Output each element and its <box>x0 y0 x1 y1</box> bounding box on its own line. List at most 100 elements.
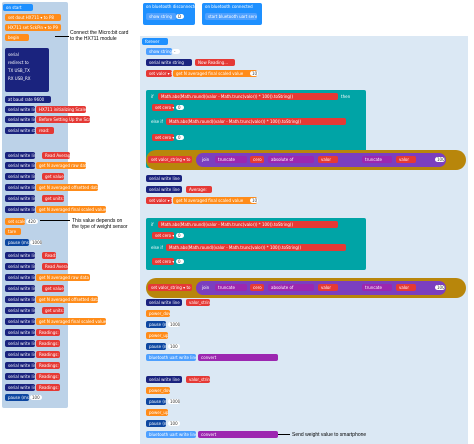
pause-fv-1[interactable]: pause (ms) <box>146 321 166 328</box>
serial-write-line-12[interactable]: serial write line <box>5 285 35 292</box>
set-cero-4[interactable]: set cero ▾ to <box>152 258 174 265</box>
pause-value-2[interactable]: 100 <box>30 395 42 400</box>
truncate-1[interactable]: truncate <box>215 156 247 163</box>
serial-write-line-4[interactable]: serial write line <box>5 162 35 169</box>
serial-write-line-fv-4[interactable]: serial write line <box>146 376 182 383</box>
set-scale-block[interactable]: set scale <box>5 218 25 225</box>
serial-write-line-fv-2[interactable]: serial write line <box>146 186 182 193</box>
baud-rate-block[interactable]: at baud rate 9600 <box>5 96 51 103</box>
show-string-dash[interactable]: show string <box>146 48 172 55</box>
cero-val-3[interactable]: 0 <box>176 233 184 238</box>
offsetted-data-block-2[interactable]: get N averaged offsetted data 5 <box>36 296 98 303</box>
forever-block[interactable]: forever <box>142 38 168 45</box>
serial-write-line-1[interactable]: serial write line <box>5 106 35 113</box>
scale-value-input[interactable]: 420 <box>26 219 38 224</box>
serial-write-line-20[interactable]: serial write line <box>5 373 35 380</box>
serial-write-line-11[interactable]: serial write line <box>5 274 35 281</box>
string-readings-5[interactable]: Readings: <box>36 373 60 380</box>
serial-write-line-fv-1[interactable]: serial write line <box>146 175 182 182</box>
cero-val-4[interactable]: 0 <box>176 259 184 264</box>
show-string-d[interactable]: show string <box>146 13 176 20</box>
avg-final-2-n[interactable]: 10 <box>250 198 258 203</box>
set-valor-string-1[interactable]: set valor_string ▾ to <box>148 156 192 163</box>
raw-data-block[interactable]: get N averaged raw data 20 <box>36 162 86 169</box>
convert-to-text-1[interactable]: convert <box>198 354 278 361</box>
on-start-block[interactable]: on start <box>3 4 33 11</box>
begin-block[interactable]: begin <box>5 34 29 41</box>
show-string-d-value[interactable]: D <box>176 14 184 19</box>
valor-var-1b[interactable]: valor <box>396 156 416 163</box>
offsetted-data-block[interactable]: get N averaged offsetted data 5 <box>36 184 98 191</box>
absolute-of-2[interactable]: absolute of <box>268 284 314 291</box>
serial-write-string-fv[interactable]: serial write string <box>146 59 192 66</box>
string-read-average-2[interactable]: Read Average: <box>42 263 68 270</box>
pause-fv-1-val[interactable]: 1000 <box>168 322 180 327</box>
power-down-2[interactable]: power_down <box>146 387 170 394</box>
set-valor-2[interactable]: set valor ▾ to <box>146 197 172 204</box>
power-down-1[interactable]: power_down <box>146 310 170 317</box>
final-scaled-block-2[interactable]: get N averaged final scaled value 5 <box>36 318 106 325</box>
serial-write-line-7[interactable]: serial write line <box>5 195 35 202</box>
pause-fv-3[interactable]: pause (ms) <box>146 398 166 405</box>
set-sck-block[interactable]: HX711 set SckPin ▾ to P9 <box>5 24 61 31</box>
string-read-2[interactable]: Read: <box>42 252 56 259</box>
serial-write-string[interactable]: serial write string <box>5 127 35 134</box>
valor-var-2b[interactable]: valor <box>396 284 416 291</box>
set-cero-2[interactable]: set cero ▾ to <box>152 134 174 141</box>
string-now-reading[interactable]: Now Reading... <box>195 59 235 66</box>
string-get-value-2[interactable]: get value: <box>42 285 64 292</box>
serial-write-line-10[interactable]: serial write line <box>5 263 35 270</box>
raw-data-block-2[interactable]: get N averaged raw data 20 <box>36 274 90 281</box>
bt-uart-write-1[interactable]: bluetooth uart write line <box>146 354 196 361</box>
serial-write-line-fv-3[interactable]: serial write line <box>146 299 182 306</box>
serial-write-line-5[interactable]: serial write line <box>5 173 35 180</box>
bt-uart-write-2[interactable]: bluetooth uart write line <box>146 431 196 438</box>
power-up-1[interactable]: power_up <box>146 332 168 339</box>
tare-block[interactable]: tare <box>5 228 21 235</box>
length-of-2[interactable]: Math.abs(Math.round((valor - Math.trunc(… <box>166 118 346 125</box>
pause-fv-4[interactable]: pause (ms) <box>146 420 166 427</box>
serial-write-line-2[interactable]: serial write line <box>5 116 35 123</box>
pause-block-1[interactable]: pause (ms) <box>5 239 29 246</box>
pause-fv-3-val[interactable]: 1000 <box>168 399 180 404</box>
pause-fv-2-val[interactable]: 100 <box>168 344 180 349</box>
string-average[interactable]: Average: <box>186 186 212 193</box>
truncate-2b[interactable]: truncate <box>362 284 392 291</box>
serial-redirect-block[interactable] <box>5 48 49 92</box>
serial-write-line-6[interactable]: serial write line <box>5 184 35 191</box>
serial-write-line-3[interactable]: serial write line <box>5 152 35 159</box>
convert-to-text-2[interactable]: convert <box>198 431 278 438</box>
avg-final-2[interactable]: get N averaged final scaled value <box>173 197 257 204</box>
serial-write-line-14[interactable]: serial write line <box>5 307 35 314</box>
serial-write-line-13[interactable]: serial write line <box>5 296 35 303</box>
length-of-1[interactable]: Math.abs(Math.round((valor - Math.trunc(… <box>158 93 338 100</box>
string-readings-4[interactable]: Readings: <box>36 362 60 369</box>
set-cero-1[interactable]: set cero ▾ to <box>152 104 174 111</box>
string-read[interactable]: read: <box>36 127 54 134</box>
serial-write-line-18[interactable]: serial write line <box>5 351 35 358</box>
start-uart-service[interactable]: start bluetooth uart service <box>205 13 257 20</box>
cero-var-1[interactable]: cero <box>250 156 264 163</box>
serial-write-line-8[interactable]: serial write line <box>5 206 35 213</box>
valor-var-2[interactable]: valor <box>318 284 338 291</box>
truncate-1b[interactable]: truncate <box>362 156 392 163</box>
string-get-value[interactable]: get value: <box>42 173 64 180</box>
set-dout-block[interactable]: set dout HX711 ▾ to P8 <box>5 14 61 21</box>
serial-write-line-21[interactable]: serial write line <box>5 384 35 391</box>
pause-value-1[interactable]: 1000 <box>30 240 42 245</box>
serial-write-line-19[interactable]: serial write line <box>5 362 35 369</box>
valor-var-1[interactable]: valor <box>318 156 338 163</box>
string-readings-2[interactable]: Readings: <box>36 340 60 347</box>
final-scaled-block[interactable]: get N averaged final scaled value 5 <box>36 206 106 213</box>
hundred-2[interactable]: 100 <box>435 285 445 290</box>
pause-fv-2[interactable]: pause (ms) <box>146 343 166 350</box>
cero-val-2[interactable]: 0 <box>176 135 184 140</box>
power-up-2[interactable]: power_up <box>146 409 168 416</box>
absolute-of-1[interactable]: absolute of <box>268 156 314 163</box>
set-valor-string-2[interactable]: set valor_string ▾ to <box>148 284 192 291</box>
string-readings-6[interactable]: Readings: <box>36 384 60 391</box>
avg-final-1-n[interactable]: 10 <box>250 71 258 76</box>
valor-string-var-2[interactable]: valor_string <box>186 376 210 383</box>
valor-string-var-1[interactable]: valor_string <box>186 299 210 306</box>
show-string-dash-value[interactable]: - <box>172 49 180 54</box>
